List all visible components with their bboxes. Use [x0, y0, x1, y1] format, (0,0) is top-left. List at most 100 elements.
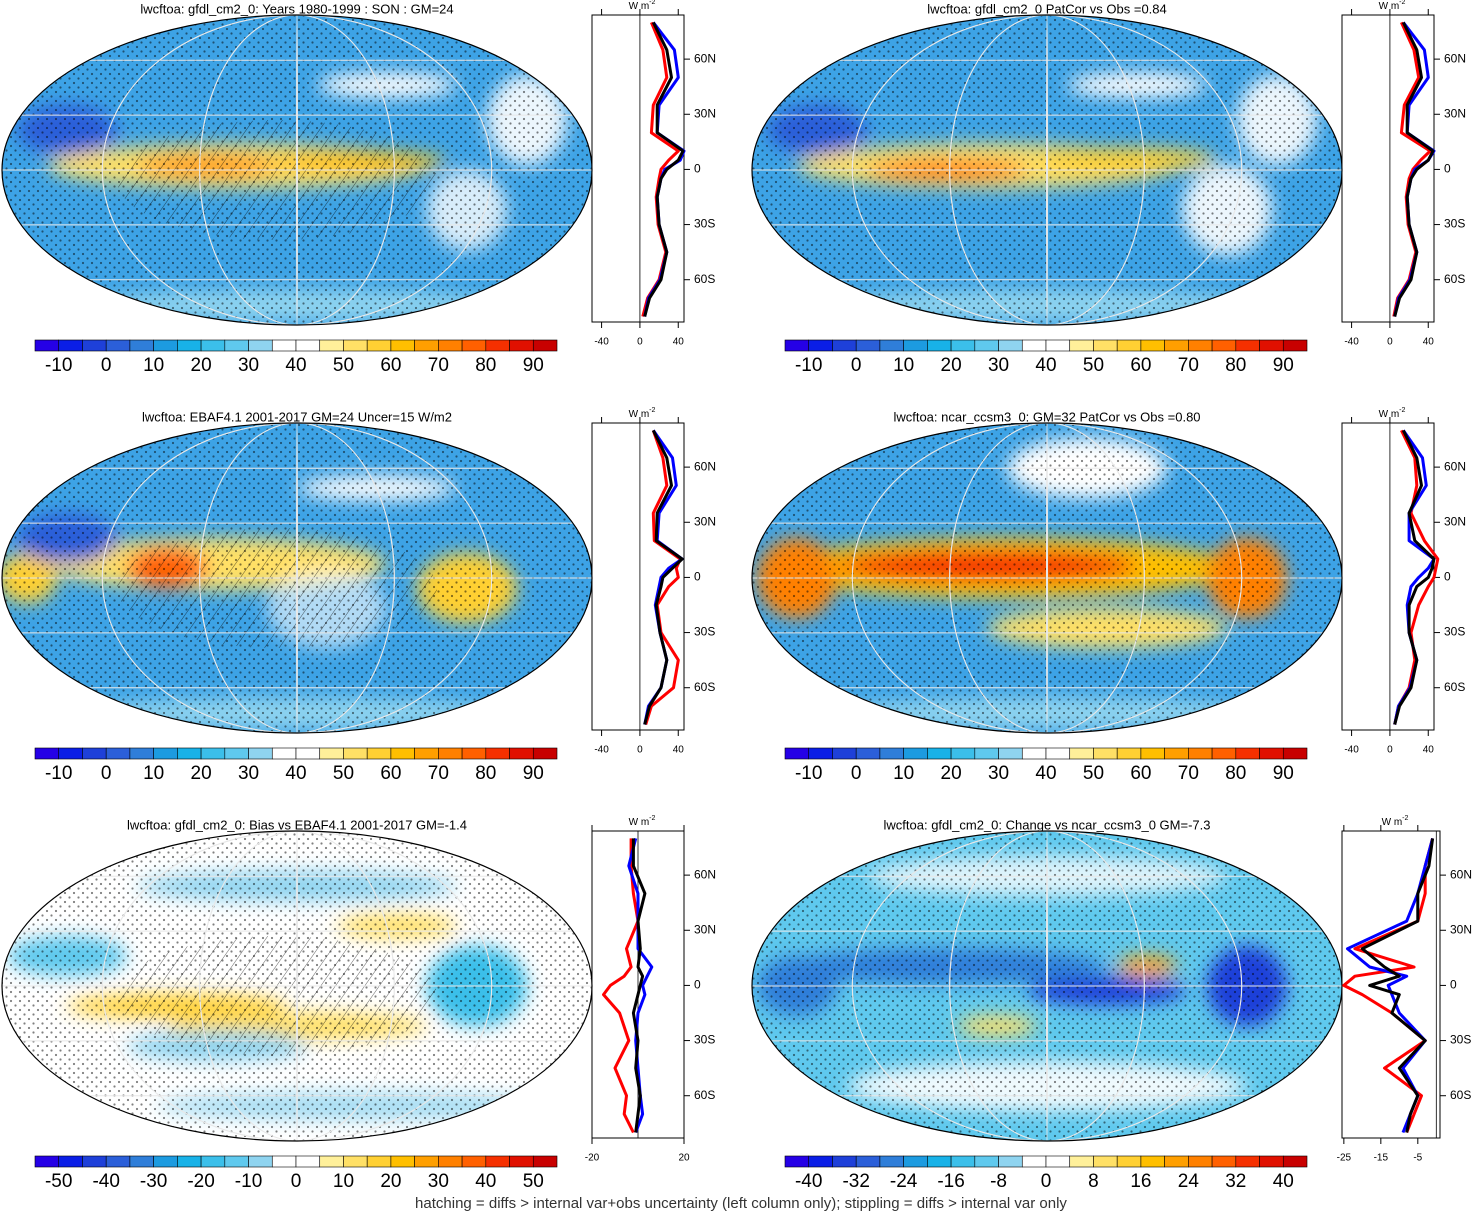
colorbar-box — [34, 747, 60, 760]
colorbar-box — [153, 747, 178, 760]
colorbar-label: 60 — [380, 763, 401, 784]
map-meridian — [296, 15, 298, 325]
colorbar-box — [1045, 747, 1071, 760]
y-tick-label: 0 — [1444, 570, 1451, 584]
colorbar-label: 0 — [291, 1171, 302, 1192]
unit-label: W m-2 — [1379, 0, 1406, 12]
y-tick-label: 30S — [1450, 1033, 1471, 1047]
map — [2, 831, 592, 1141]
x-tick-label: -5 — [1413, 1153, 1422, 1164]
colorbar-label: 50 — [333, 355, 354, 376]
x-tick-label: -40 — [594, 337, 609, 348]
y-tick-label: 30S — [694, 625, 715, 639]
colorbar-label: 20 — [191, 355, 212, 376]
map-meridian — [851, 831, 1243, 1141]
map-meridian — [949, 423, 1145, 733]
map — [752, 423, 1342, 733]
colorbar-box — [271, 1155, 297, 1168]
profile-line — [1342, 838, 1435, 1134]
colorbar-label: 40 — [475, 1171, 496, 1192]
map-meridian — [1046, 423, 1048, 733]
profile-line — [1346, 838, 1435, 1134]
map — [2, 423, 592, 733]
profile-frame — [591, 422, 685, 731]
colorbar-box — [808, 339, 833, 352]
colorbar-box — [224, 747, 249, 760]
colorbar-box — [1211, 1155, 1237, 1168]
colorbar-box — [1093, 339, 1118, 352]
colorbar-label: 10 — [893, 355, 914, 376]
x-tick-label: 0 — [1387, 337, 1393, 348]
colorbar-box — [1140, 747, 1165, 760]
map-meridian — [101, 831, 493, 1141]
x-tick-label: -40 — [594, 745, 609, 756]
colorbar-label: 50 — [1083, 355, 1104, 376]
colorbar-box — [319, 747, 344, 760]
colorbar-label: -10 — [795, 355, 822, 376]
map-meridian — [101, 423, 493, 733]
unit-base: W m — [629, 817, 650, 828]
profile-line — [643, 429, 684, 725]
colorbar-label: 50 — [1083, 763, 1104, 784]
colorbar-box — [1045, 339, 1071, 352]
colorbar-box — [950, 747, 976, 760]
colorbar-box — [414, 747, 439, 760]
colorbar-label: 70 — [428, 355, 449, 376]
colorbar-label: -24 — [890, 1171, 918, 1192]
colorbar-box — [105, 747, 131, 760]
colorbar-box — [177, 1155, 202, 1168]
colorbar-label: -10 — [795, 763, 822, 784]
colorbar-box — [1282, 1155, 1308, 1168]
map-meridian — [851, 423, 1243, 733]
colorbar-box — [153, 1155, 178, 1168]
colorbar-label: 20 — [941, 763, 962, 784]
colorbar-box — [343, 747, 368, 760]
y-tick-label: 0 — [694, 570, 701, 584]
colorbar-box — [832, 339, 857, 352]
colorbar-label: -16 — [937, 1171, 964, 1192]
colorbar-box — [998, 747, 1023, 760]
y-tick-label: 0 — [1444, 162, 1451, 176]
colorbar-box — [390, 339, 415, 352]
hatching — [117, 528, 437, 648]
colorbar-label: 40 — [1035, 763, 1056, 784]
map-meridian — [1046, 15, 1048, 325]
y-tick-label: 30S — [694, 217, 715, 231]
hatching — [117, 120, 437, 240]
colorbar-label: 40 — [285, 763, 306, 784]
colorbar-box — [390, 1155, 415, 1168]
x-tick-label: 0 — [1387, 745, 1393, 756]
colorbar-box — [1282, 747, 1308, 760]
y-tick-label: 30S — [1444, 217, 1465, 231]
colorbar-box — [1140, 339, 1165, 352]
y-tick-label: 30N — [1450, 922, 1472, 936]
colorbar-label: 90 — [1273, 763, 1294, 784]
colorbar-box — [784, 1155, 810, 1168]
profile-line — [1393, 429, 1440, 725]
colorbar-box — [509, 339, 534, 352]
colorbar-box — [532, 1155, 558, 1168]
colorbar-box — [927, 339, 952, 352]
unit-label: W m-2 — [629, 0, 656, 12]
colorbar-label: 32 — [1225, 1171, 1246, 1192]
y-tick-label: 60S — [1450, 1088, 1471, 1102]
colorbar-box — [485, 1155, 510, 1168]
colorbar-box — [879, 747, 904, 760]
colorbar-label: -40 — [92, 1171, 119, 1192]
colorbar-box — [295, 1155, 321, 1168]
map-meridian — [101, 15, 493, 325]
colorbar-box — [879, 1155, 904, 1168]
profile-line — [631, 838, 647, 1133]
colorbar-label: -20 — [187, 1171, 214, 1192]
colorbar-box — [1021, 747, 1047, 760]
x-tick-label: 40 — [1423, 337, 1435, 348]
colorbar-box — [927, 747, 952, 760]
colorbar-box — [1164, 747, 1189, 760]
y-tick-label: 30N — [694, 106, 716, 120]
colorbar-box — [224, 339, 249, 352]
unit-sup: -2 — [1399, 0, 1405, 6]
panel: lwcftoa: ncar_ccsm3_0: GM=32 PatCor vs O… — [751, 407, 1466, 784]
unit-base: W m — [1379, 1, 1400, 12]
x-tick-label: -15 — [1374, 1153, 1389, 1164]
y-tick-label: 30S — [1444, 625, 1465, 639]
